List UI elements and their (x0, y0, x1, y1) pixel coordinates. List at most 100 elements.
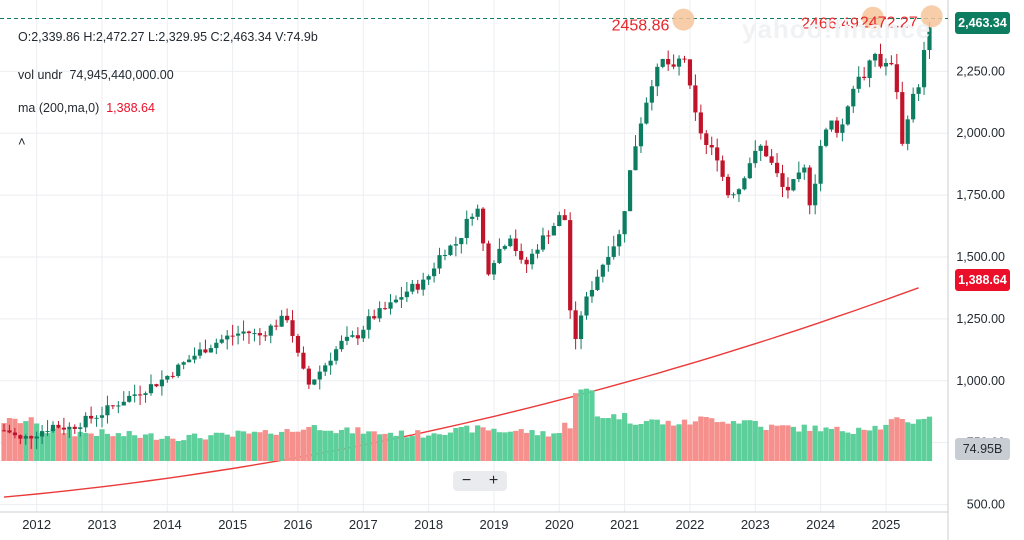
volume-bar (328, 430, 334, 461)
volume-bar (905, 422, 911, 461)
volume-bar (562, 422, 568, 461)
candle-body (551, 225, 556, 236)
volume-bar (828, 429, 835, 461)
candle-body (878, 53, 883, 67)
candle-body (633, 146, 638, 171)
candle-body (78, 427, 83, 429)
volume-bar (121, 436, 127, 461)
volume-bar (475, 425, 481, 461)
volume-bar (480, 427, 486, 461)
volume-bar (126, 431, 132, 461)
candle-body (176, 364, 181, 377)
volume-bar (181, 440, 187, 461)
volume-bar (752, 420, 758, 461)
volume-bar (366, 431, 372, 461)
volume-bar (142, 434, 149, 461)
x-tick-label: 2024 (806, 517, 835, 532)
y-tick-label: 2,000.00 (956, 126, 1005, 140)
candle-body (214, 342, 219, 349)
ohlc-legend: O:2,339.86 H:2,472.27 L:2,329.95 C:2,463… (18, 30, 318, 44)
x-tick-label: 2017 (349, 517, 378, 532)
candle-body (355, 335, 360, 339)
volume-bar (311, 425, 317, 461)
candle-body (312, 379, 317, 385)
volume-bar (567, 428, 573, 461)
candle-body (524, 259, 529, 265)
volume-bar (649, 419, 655, 461)
volume-bar (513, 430, 519, 461)
high-label: 2472.27 (860, 14, 918, 31)
x-tick-label: 2016 (284, 517, 313, 532)
volume-bar (496, 432, 503, 461)
y-tick-label: 1,750.00 (956, 188, 1005, 202)
candle-body (225, 335, 230, 340)
candle-body (764, 145, 769, 157)
candle-body (856, 76, 861, 89)
candle-body (34, 436, 39, 439)
candle-body (388, 302, 393, 309)
volume-bar (317, 430, 323, 461)
y-tick-label: 2,250.00 (956, 64, 1005, 78)
candle-body (306, 368, 311, 385)
candle-body (889, 62, 894, 65)
volume-bar (654, 419, 660, 461)
candle-body (208, 348, 213, 353)
volume-bar (257, 432, 263, 461)
candle-body (644, 102, 649, 124)
candle-body (274, 325, 279, 327)
volume-legend-value: 74,945,440,000.00 (69, 68, 174, 82)
candle-body (502, 246, 507, 249)
candle-body (546, 235, 551, 237)
volume-bar (665, 420, 671, 461)
volume-bar (730, 421, 737, 461)
volume-bar (170, 438, 176, 461)
volume-bar (774, 425, 780, 461)
volume-bar (208, 435, 214, 461)
volume-bar (540, 431, 546, 461)
volume-bar (594, 416, 601, 461)
candle-body (203, 349, 208, 353)
candle-body (159, 379, 164, 387)
candle-body (823, 129, 829, 146)
high-label: 2466.49 (801, 16, 859, 33)
candle-body (393, 299, 399, 303)
volume-bar (671, 425, 677, 461)
candle-body (399, 297, 404, 300)
candle-body (257, 333, 262, 336)
volume-value-tag: 74.95B (955, 438, 1010, 460)
candle-body (192, 355, 197, 360)
volume-bar (850, 433, 856, 461)
chevron-up-icon[interactable]: ˄ (18, 134, 26, 149)
ma-value-tag: 1,388.64 (955, 269, 1010, 291)
zoom-out-button[interactable]: − (461, 472, 472, 489)
candle-body (813, 183, 818, 206)
volume-bar (725, 423, 731, 461)
candle-body (660, 58, 665, 67)
candle-body (769, 156, 774, 163)
volume-bar (839, 431, 845, 461)
volume-bar (524, 432, 530, 461)
candle-body (230, 335, 235, 337)
volume-bar (333, 433, 339, 461)
candle-body (448, 245, 453, 256)
candle-body (404, 291, 409, 298)
volume-bar (926, 416, 933, 461)
candle-body (655, 66, 660, 87)
candle-body (56, 424, 61, 428)
high-label: 2458.86 (612, 18, 670, 35)
candle-body (143, 393, 148, 395)
zoom-in-button[interactable]: + (488, 472, 499, 489)
volume-bar (502, 432, 508, 461)
volume-bar (632, 424, 639, 461)
volume-bar (921, 418, 927, 461)
volume-bar (643, 421, 649, 461)
candle-body (562, 215, 567, 221)
volume-bar (692, 421, 698, 461)
candle-body (921, 50, 927, 88)
candle-body (328, 360, 333, 366)
candle-body (361, 329, 366, 339)
candle-body (377, 308, 382, 319)
volume-bar (137, 437, 143, 461)
candle-body (747, 163, 752, 179)
candle-body (519, 251, 524, 260)
